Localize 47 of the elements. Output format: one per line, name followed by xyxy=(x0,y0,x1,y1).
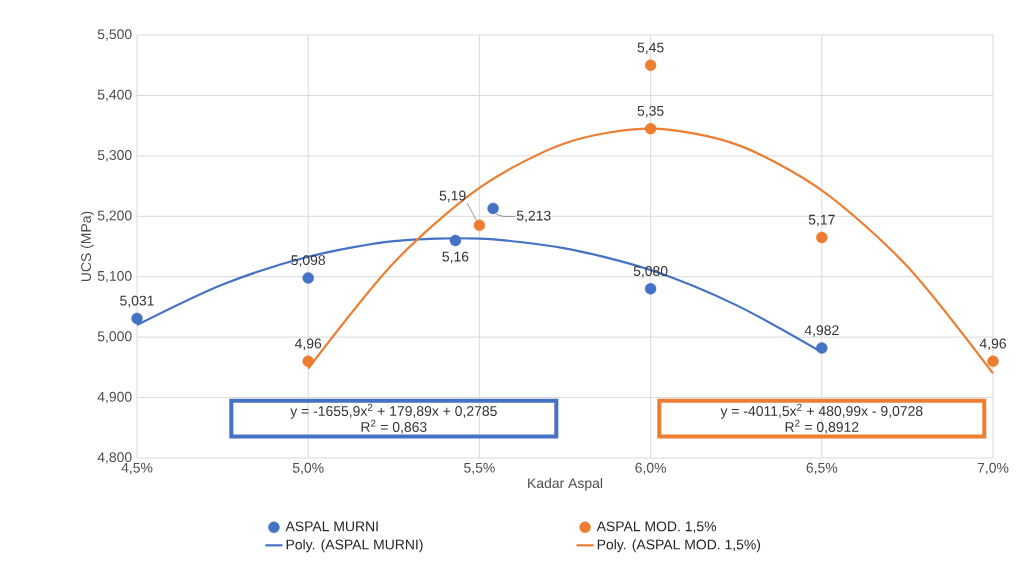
point xyxy=(302,355,314,368)
x-tick-label: 5,0% xyxy=(292,462,324,475)
data-label: 4,982 xyxy=(804,325,839,337)
annotation: R$^{2}$ = 0,8912 xyxy=(785,419,859,434)
y-tick-label: 4,800 xyxy=(97,452,132,464)
data-label: 5,031 xyxy=(120,295,154,308)
point xyxy=(644,59,657,71)
data-label: 4,96 xyxy=(979,338,1006,351)
point xyxy=(487,202,499,215)
point xyxy=(473,219,486,232)
legend-label: ASPAL MURNI xyxy=(285,521,378,532)
point xyxy=(131,312,143,325)
data-label: 5,098 xyxy=(291,255,326,267)
annotation: R$^{2}$ = 0,863 xyxy=(361,419,427,434)
data-label: 4,96 xyxy=(294,338,322,351)
point xyxy=(987,355,999,368)
x-tick-label: 6,5% xyxy=(806,462,838,475)
y-axis-title: UCS (MPa) xyxy=(80,211,94,282)
y-tick-label: 4,900 xyxy=(97,391,132,404)
y-tick-label: 5,100 xyxy=(97,270,132,283)
legend-label: ASPAL MOD. 1,5% xyxy=(596,521,717,533)
point xyxy=(816,231,828,244)
x-axis-title: Kadar Aspal xyxy=(528,477,603,491)
x-tick-label: 4,5% xyxy=(121,462,153,475)
data-label: 5,45 xyxy=(637,42,664,55)
data-label: 5,213 xyxy=(516,210,551,223)
y-tick-label: 5,200 xyxy=(97,210,132,223)
point xyxy=(302,272,314,284)
x-tick-label: 6,0% xyxy=(635,462,666,475)
annotation: y = -1655,9x$^{2}$ + 179,89x + 0,2785 xyxy=(290,403,497,419)
data-label: 5,19 xyxy=(439,190,466,203)
y-tick-label: 5,000 xyxy=(97,331,132,343)
y-tick-label: 5,400 xyxy=(97,89,132,102)
x-tick-label: 5,5% xyxy=(464,462,495,475)
data-label: 5,16 xyxy=(442,251,469,264)
y-tick-label: 5,500 xyxy=(97,29,132,41)
x-tick-label: 7,0% xyxy=(977,462,1009,475)
legend-label: Poly. (ASPAL MURNI) xyxy=(286,539,423,553)
point xyxy=(449,234,462,247)
annotation: y = -4011,5x$^{2}$ + 480,99x - 9,0728 xyxy=(720,403,923,419)
data-label: 5,35 xyxy=(637,105,664,118)
legend-label: Poly. (ASPAL MOD. 1,5%) xyxy=(597,539,761,553)
point xyxy=(816,342,828,354)
point xyxy=(644,283,657,295)
data-label: 5,17 xyxy=(808,214,835,227)
y-tick-label: 5,300 xyxy=(97,150,132,162)
point xyxy=(644,122,657,135)
